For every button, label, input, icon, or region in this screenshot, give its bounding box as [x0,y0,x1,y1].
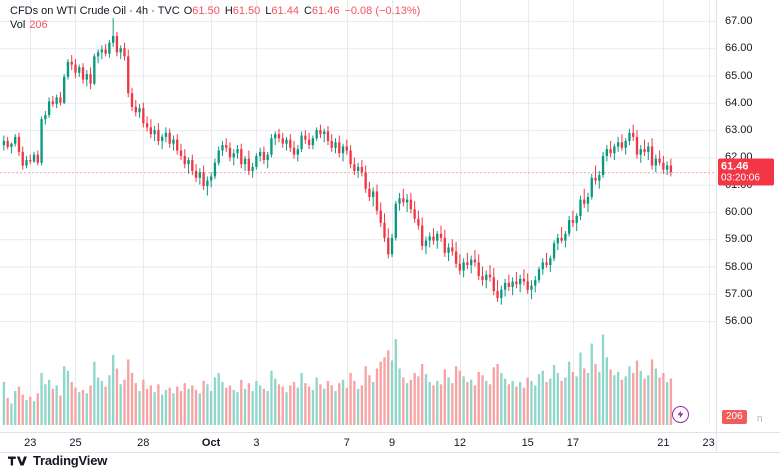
volume-badge[interactable]: 206 [722,410,747,424]
price-scale-axis[interactable]: 67.0066.0065.0064.0063.0062.0061.0060.00… [716,0,780,432]
price-tick: 59.00 [725,233,753,246]
price-tick: 56.00 [725,315,753,328]
time-tick: 12 [453,437,467,449]
time-tick: 23 [702,437,715,449]
lightning-bolt-icon[interactable] [672,406,689,423]
time-tick: 9 [388,437,396,449]
price-tick: 58.00 [725,260,753,273]
tradingview-wordmark: TradingView [33,453,108,468]
branding-bar: TradingView [0,452,780,471]
axis-corner [716,432,780,452]
price-tick: 64.00 [725,96,753,109]
time-tick: 17 [566,437,580,449]
current-price-value: 61.46 [721,160,749,173]
price-tick: 67.00 [725,14,753,27]
time-tick: 15 [521,437,534,449]
chart-plot-area[interactable] [0,0,716,432]
candlestick-series[interactable] [0,0,716,432]
time-tick: 7 [343,437,350,449]
price-tick: 57.00 [725,287,753,300]
time-tick: 23 [24,437,37,449]
price-tick: 60.00 [725,205,753,218]
bolt-glyph [677,410,684,419]
time-tick: 25 [69,437,82,449]
time-tick: 28 [137,437,150,449]
time-scale-axis[interactable]: 232528Oct37912151721232629 [0,432,716,453]
volume-axis-hint: n [757,413,763,425]
current-price-badge[interactable]: 61.46 03:20:06 [718,158,774,186]
time-tick: 21 [657,437,670,449]
tradingview-logo[interactable]: TradingView [8,453,107,469]
price-tick: 63.00 [725,124,753,137]
chart-gridlines [0,0,716,425]
tradingview-mark-icon [8,456,27,466]
bar-countdown-timer: 03:20:06 [721,172,760,184]
price-tick: 65.00 [725,69,753,82]
time-tick: Oct [201,437,221,449]
price-tick: 66.00 [725,42,753,55]
time-tick: 3 [253,437,260,449]
